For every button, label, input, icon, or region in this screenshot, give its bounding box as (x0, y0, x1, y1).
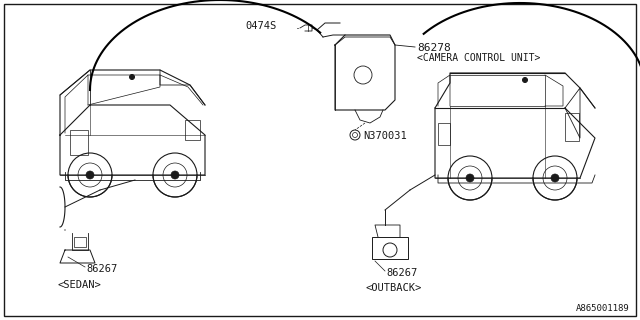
Bar (185, 120, 200, 140)
Text: N370031: N370031 (363, 131, 407, 141)
Text: 86278: 86278 (417, 43, 451, 53)
Circle shape (171, 171, 179, 179)
Circle shape (86, 171, 94, 179)
Text: 86267: 86267 (86, 264, 117, 274)
Bar (74, 237, 86, 247)
Text: <OUTBACK>: <OUTBACK> (365, 283, 421, 293)
Bar (70, 130, 88, 155)
Circle shape (551, 174, 559, 182)
Circle shape (522, 77, 527, 83)
Text: 0474S: 0474S (245, 21, 276, 31)
Bar (438, 123, 450, 145)
Circle shape (129, 75, 134, 79)
Text: A865001189: A865001189 (576, 304, 630, 313)
Text: <SEDAN>: <SEDAN> (58, 280, 102, 290)
Text: <CAMERA CONTROL UNIT>: <CAMERA CONTROL UNIT> (417, 53, 540, 63)
Bar (565, 113, 579, 141)
Circle shape (466, 174, 474, 182)
Bar (372, 237, 408, 259)
Text: 86267: 86267 (386, 268, 417, 278)
